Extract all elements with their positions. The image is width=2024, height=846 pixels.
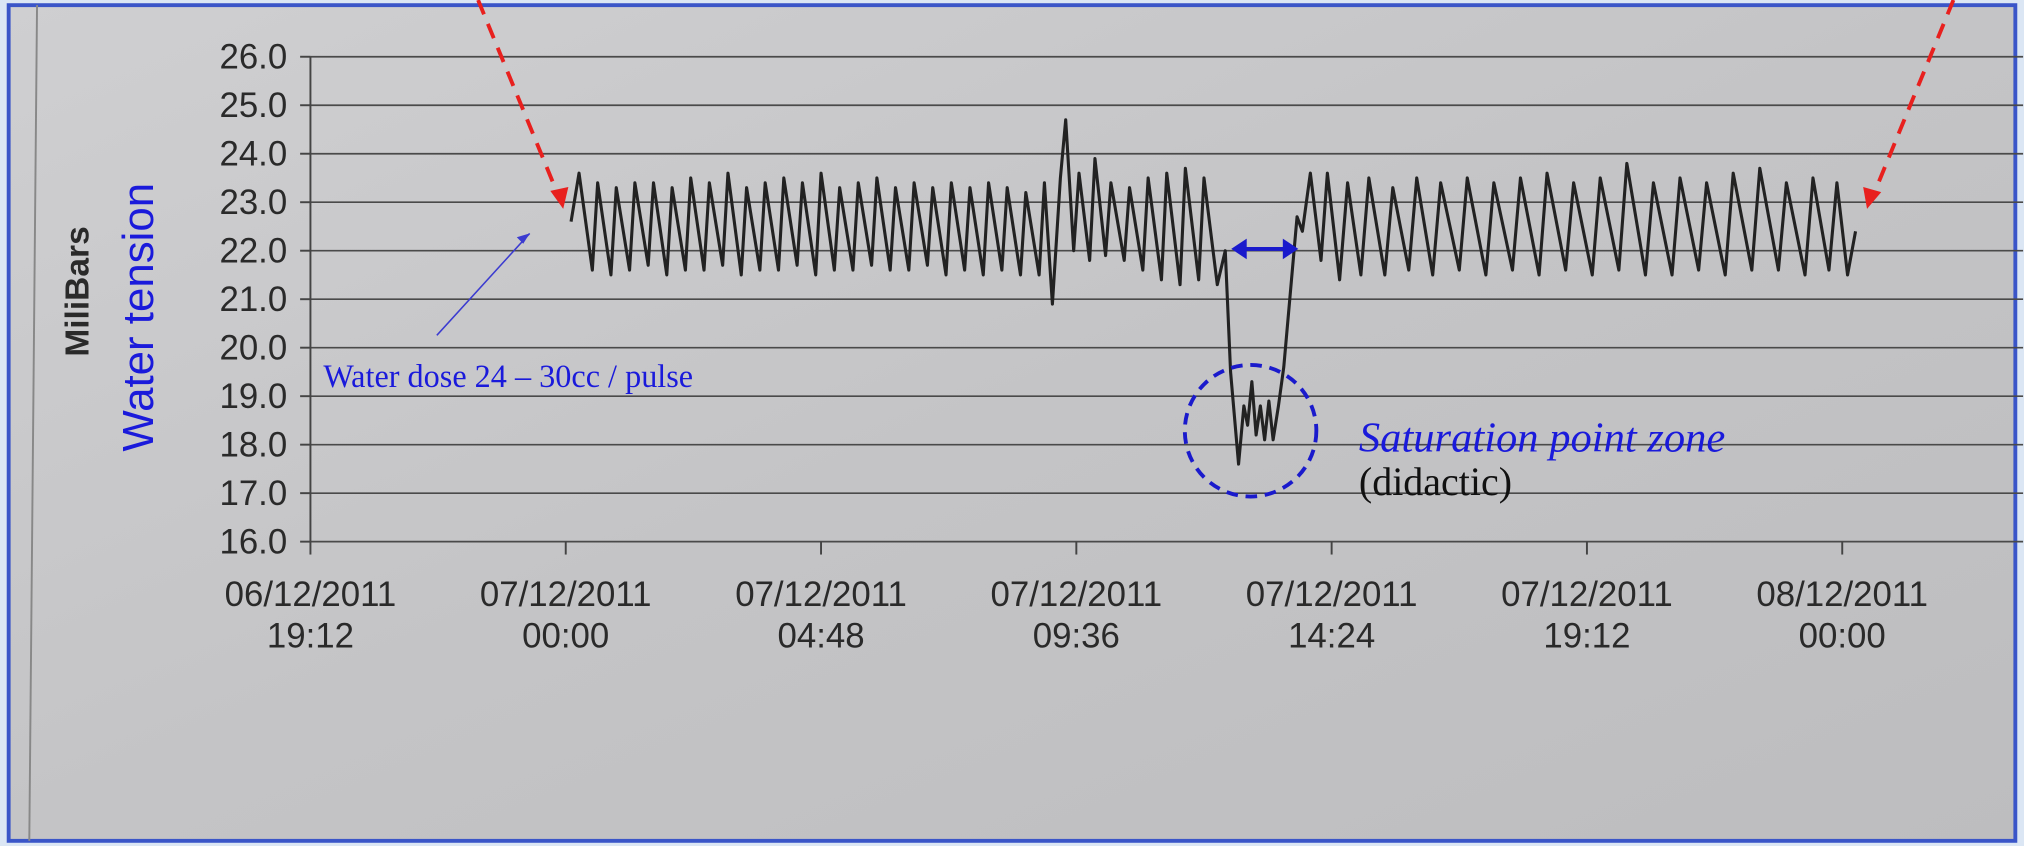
red-arrow-head: [550, 186, 569, 209]
y-tick-label: 16.0: [219, 522, 287, 561]
x-tick-label: 08/12/2011 00:00: [1756, 575, 1928, 655]
axes: 16.0 17.0 18.0 19.0 20.0 21.0 22.0 23.0 24.0 25.0…: [219, 37, 1928, 655]
pointer-arrow: [436, 232, 531, 336]
y-tick-label: 25.0: [219, 86, 287, 125]
y-tick-label: 22.0: [219, 231, 287, 270]
red-arrow: [476, 0, 563, 202]
annotation: (didactic): [1359, 459, 1512, 504]
x-tick-label: 07/12/2011 14:24: [1246, 575, 1418, 655]
paper: [6, 3, 2018, 843]
pointer-head: [516, 233, 530, 244]
x-tick-label: 07/12/2011 19:12: [1501, 575, 1673, 655]
annotation: Water tension: [114, 183, 163, 452]
y-tick-label: 26.0: [219, 37, 287, 76]
x-tick-label: 07/12/2011 04:48: [735, 575, 907, 655]
annotation: Saturation point zone: [1359, 414, 1725, 461]
y-tick-label: 19.0: [219, 377, 287, 416]
paper-edge: [28, 5, 39, 841]
y-tick-label: 24.0: [219, 134, 287, 173]
data-line: [569, 118, 1858, 466]
zone-circle: [1182, 363, 1319, 499]
double-arrow-heads: [1231, 238, 1299, 260]
y-tick-label: 20.0: [219, 328, 287, 367]
red-arrow: [1869, 0, 1956, 202]
annotation: Water dose 24 – 30cc / pulse: [323, 358, 693, 394]
data-lines: [569, 118, 1858, 466]
y-tick-label: 23.0: [219, 183, 287, 222]
red-arrow-head: [1863, 186, 1882, 209]
x-tick-label: 07/12/2011 00:00: [480, 575, 652, 655]
x-tick-label: 07/12/2011 09:36: [991, 575, 1163, 655]
y-tick-label: 21.0: [219, 280, 287, 319]
x-tick-label: 06/12/2011 19:12: [225, 575, 397, 655]
y-tick-label: 17.0: [219, 474, 287, 513]
y-tick-label: 18.0: [219, 425, 287, 464]
y-axis-label: MiliBars: [60, 226, 97, 356]
